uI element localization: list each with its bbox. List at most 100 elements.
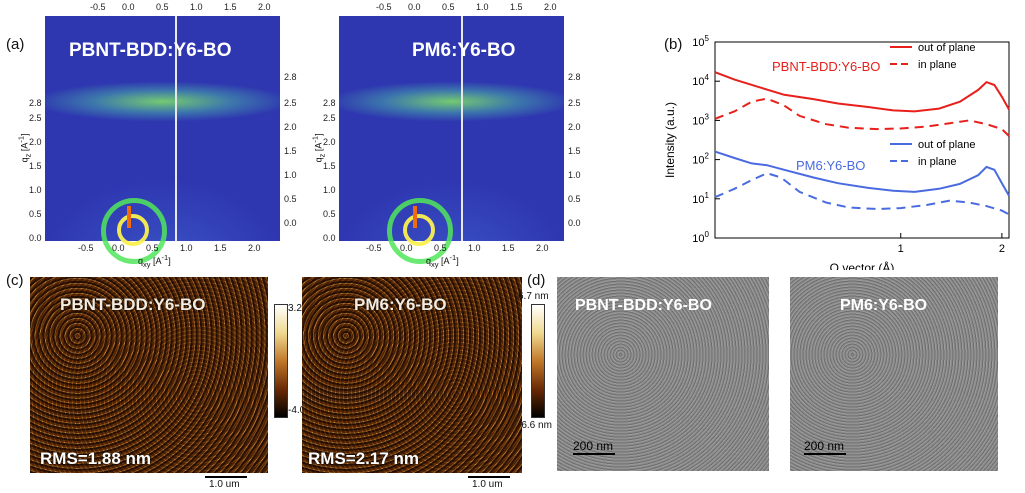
- x-axis-label: Q vector (Å): [830, 260, 895, 270]
- left-tick: 2.8: [29, 98, 42, 108]
- left-tick: 1.5: [29, 161, 42, 171]
- bottom-tick: 1.0: [468, 243, 481, 253]
- x-tick-label: 2: [999, 243, 1005, 255]
- x-tick-label: 1: [898, 243, 904, 255]
- top-tick: 0.5: [156, 2, 169, 12]
- ylabel-q: q: [313, 157, 324, 163]
- giwaxs-image-1: PBNT-BDD:Y6-BO: [45, 16, 280, 264]
- y-tick-label: 100: [692, 230, 709, 245]
- giwaxs-panel-1: -0.5 0.0 0.5 1.0 1.5 2.0 PBNT-BDD:Y6-BO …: [17, 2, 303, 269]
- intensity-chart: 100 101 102 103 104 105 1 2 Q vector (Å) Intensit…: [663, 34, 1010, 270]
- left-tick: 0.5: [29, 209, 42, 219]
- y-tick-label: 102: [692, 152, 709, 167]
- left-tick: 1.0: [323, 185, 336, 195]
- legend-label-1: out of plane: [918, 42, 976, 54]
- bottom-tick: 0.5: [146, 243, 159, 253]
- afm-scale-label-2: 1.0 um: [472, 479, 503, 490]
- panel-label-b: (b): [664, 36, 683, 53]
- giwaxs-title-2: PM6:Y6-BO: [412, 40, 516, 61]
- afm-title-2: PM6:Y6-BO: [354, 295, 447, 314]
- bottom-tick: -0.5: [366, 243, 382, 253]
- ylabel-unit: [A: [313, 142, 324, 154]
- diffraction-ring: [387, 198, 453, 264]
- afm-scalebar-1: [205, 476, 247, 478]
- right-tick: 2.5: [568, 98, 581, 108]
- chart-frame: [714, 41, 1010, 239]
- tem-title-1: PBNT-BDD:Y6-BO: [575, 297, 712, 314]
- xlabel-sub: xy: [431, 259, 439, 269]
- ylabel-sub: z: [317, 153, 327, 158]
- series-line-1: [714, 71, 1010, 113]
- right-tick: 1.5: [284, 146, 297, 156]
- ylabel-exp: -1: [16, 135, 26, 143]
- xlabel-end: ]: [168, 256, 171, 266]
- giwaxs-xlabel-1: qxy [A-1]: [138, 253, 171, 269]
- ylabel-end: ]: [19, 133, 30, 136]
- right-tick: 0.5: [284, 194, 297, 204]
- afm-scale-label-1: 1.0 um: [209, 479, 240, 490]
- top-tick: 0.0: [408, 2, 421, 12]
- right-tick: 0.5: [568, 194, 581, 204]
- tem-image-1: PBNT-BDD:Y6-BO 200 nm: [557, 277, 769, 471]
- left-tick: 2.5: [29, 113, 42, 123]
- legend-label-2: in plane: [918, 59, 957, 71]
- diffraction-ring-inner: [117, 214, 149, 246]
- legend-label-3: out of plane: [918, 139, 976, 151]
- ylabel-exp: -1: [310, 135, 320, 143]
- beamstop-streak: [127, 206, 131, 228]
- bottom-tick: 1.0: [180, 243, 193, 253]
- ylabel-unit: [A: [19, 142, 30, 154]
- top-tick: -0.5: [376, 2, 392, 12]
- left-tick: 2.8: [323, 98, 336, 108]
- left-tick: 2.0: [323, 137, 336, 147]
- xlabel-exp: -1: [449, 253, 457, 262]
- afm-title-1: PBNT-BDD:Y6-BO: [60, 295, 206, 314]
- beamstop-streak: [413, 206, 417, 228]
- top-tick: -0.5: [90, 2, 106, 12]
- afm-colorbar-max-2: 6.7 nm: [518, 291, 549, 302]
- tem-scalebar-1: [573, 453, 615, 455]
- left-tick: 2.0: [29, 137, 42, 147]
- top-tick: 0.0: [122, 2, 135, 12]
- left-tick: 1.0: [29, 185, 42, 195]
- right-tick: 2.5: [284, 98, 297, 108]
- bottom-tick: 2.0: [536, 243, 549, 253]
- ylabel-sub: z: [23, 153, 33, 158]
- bottom-tick: 0.0: [400, 243, 413, 253]
- right-tick: 2.0: [284, 122, 297, 132]
- xlabel-end: ]: [456, 256, 459, 266]
- bottom-tick: 0.0: [112, 243, 125, 253]
- giwaxs-ylabel-2: qz [A-1]: [311, 133, 327, 162]
- series-line-2: [714, 97, 1010, 137]
- giwaxs-panel-2: -0.5 0.0 0.5 1.0 1.5 2.0 PM6:Y6-BO 0.0 0…: [311, 2, 597, 269]
- giwaxs-title-1: PBNT-BDD:Y6-BO: [69, 40, 232, 61]
- giwaxs-image-2: PM6:Y6-BO: [339, 16, 564, 264]
- right-tick: 1.5: [568, 146, 581, 156]
- xlabel-unit: [A: [150, 256, 162, 266]
- afm-scalebar-2: [468, 476, 510, 478]
- left-tick: 0.0: [29, 233, 42, 243]
- afm-image-2: PM6:Y6-BO RMS=2.17 nm: [302, 277, 522, 473]
- bottom-tick: 0.5: [434, 243, 447, 253]
- tem-image-2: PM6:Y6-BO 200 nm: [790, 277, 998, 471]
- right-tick: 1.0: [284, 170, 297, 180]
- giwaxs-ylabel-1: qz [A-1]: [17, 133, 33, 162]
- xlabel-q: q: [426, 256, 432, 266]
- top-tick: 2.0: [544, 2, 557, 12]
- tem-scale-label-1: 200 nm: [573, 439, 614, 453]
- y-tick-label: 104: [692, 73, 709, 88]
- afm-colorbar-2: [531, 304, 545, 418]
- xlabel-sub: xy: [143, 259, 151, 269]
- left-tick: 0.0: [323, 233, 336, 243]
- afm-colorbar-1: [274, 304, 288, 418]
- ylabel-q: q: [19, 157, 30, 163]
- series-line-3: [714, 150, 1010, 197]
- y-tick-label: 105: [692, 34, 709, 49]
- series-line-4: [714, 172, 1010, 216]
- group-label-2: PM6:Y6-BO: [796, 158, 865, 173]
- right-tick: 1.0: [568, 170, 581, 180]
- panel-label-a: (a): [6, 36, 25, 53]
- left-tick: 0.5: [323, 209, 336, 219]
- top-tick: 2.0: [258, 2, 271, 12]
- afm-colorbar-min-2: -6.6 nm: [518, 420, 552, 431]
